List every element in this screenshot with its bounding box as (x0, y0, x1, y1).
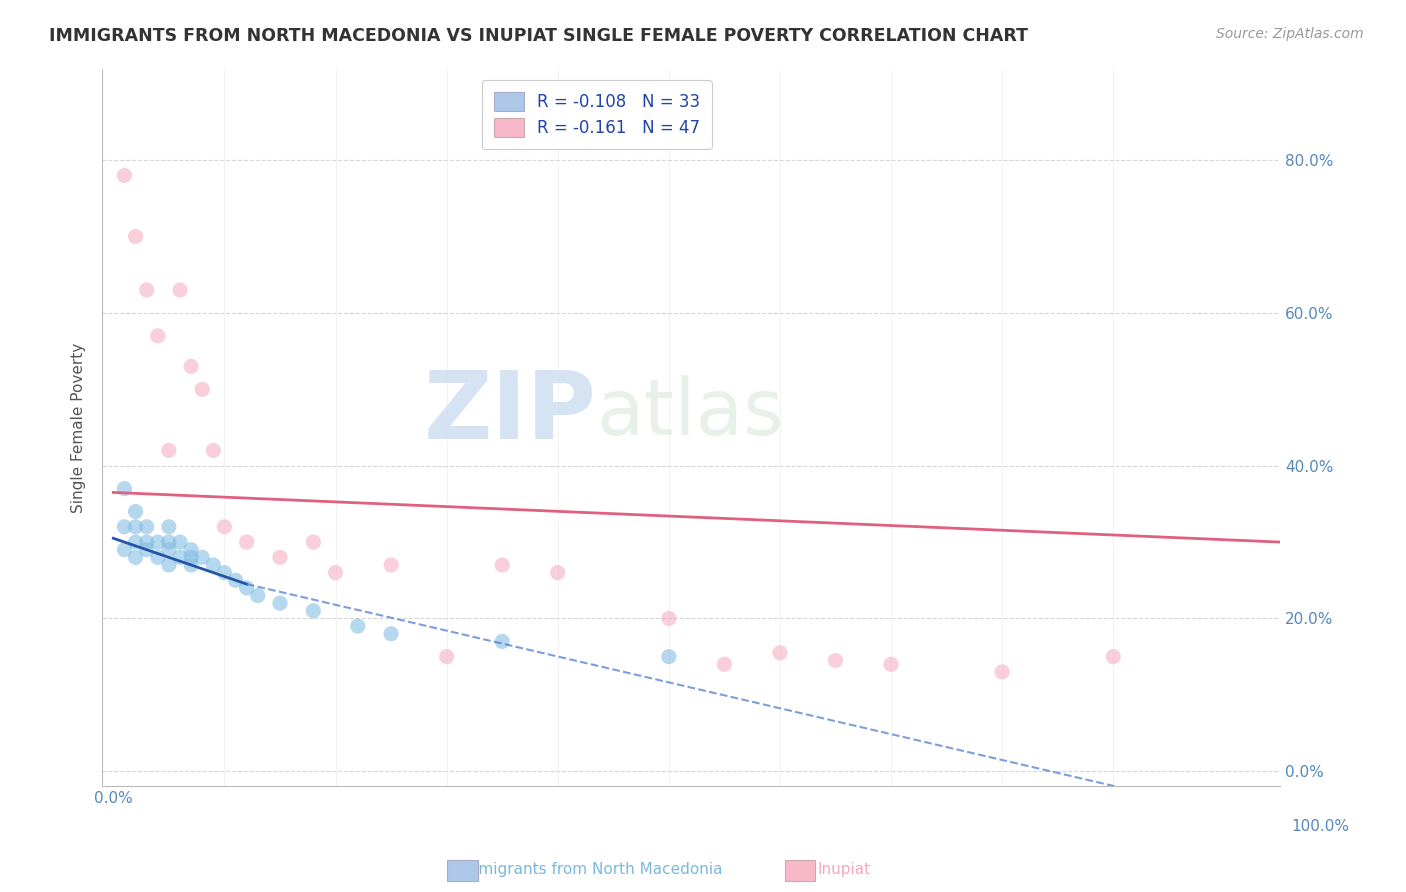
Point (302, 535, 325, 549)
Point (269, 550, 291, 565)
Point (157, 558, 180, 572)
Point (135, 520, 157, 534)
Point (235, 581, 257, 595)
Point (713, 657, 735, 672)
Point (991, 665, 1014, 679)
Point (114, 169, 136, 183)
Text: Inupiat: Inupiat (817, 863, 870, 877)
Point (214, 520, 236, 534)
Point (191, 382, 214, 396)
Point (202, 443, 225, 458)
Point (235, 535, 257, 549)
Legend: R = -0.108   N = 33, R = -0.161   N = 47: R = -0.108 N = 33, R = -0.161 N = 47 (482, 80, 711, 149)
Point (180, 558, 202, 572)
Point (124, 504, 146, 518)
Point (124, 229, 146, 244)
Text: Source: ZipAtlas.com: Source: ZipAtlas.com (1216, 27, 1364, 41)
Point (436, 649, 458, 664)
Point (157, 520, 180, 534)
Point (380, 558, 402, 572)
Point (169, 283, 191, 297)
Point (202, 558, 225, 572)
Point (157, 535, 180, 549)
Point (346, 619, 368, 633)
Point (1102, 649, 1125, 664)
Text: ZIP: ZIP (425, 368, 598, 459)
Point (824, 653, 846, 667)
Point (225, 574, 247, 588)
Point (491, 558, 513, 572)
Point (880, 657, 903, 672)
Point (180, 542, 202, 557)
Text: 100.0%: 100.0% (1292, 819, 1350, 834)
Point (135, 542, 157, 557)
Point (124, 535, 146, 549)
Point (146, 550, 169, 565)
Point (380, 626, 402, 640)
Point (269, 596, 291, 610)
Point (135, 283, 157, 297)
Point (180, 550, 202, 565)
Point (157, 443, 180, 458)
Point (135, 535, 157, 549)
Y-axis label: Single Female Poverty: Single Female Poverty (72, 343, 86, 513)
Point (246, 589, 269, 603)
Point (191, 550, 214, 565)
Text: Immigrants from North Macedonia: Immigrants from North Macedonia (458, 863, 723, 877)
Point (114, 482, 136, 496)
Point (146, 329, 169, 343)
Point (658, 649, 681, 664)
Point (146, 535, 169, 549)
Point (124, 550, 146, 565)
Point (214, 566, 236, 580)
Point (180, 359, 202, 374)
Point (491, 634, 513, 648)
Point (124, 520, 146, 534)
Point (169, 550, 191, 565)
Point (169, 535, 191, 549)
Point (302, 604, 325, 618)
Point (114, 520, 136, 534)
Point (114, 542, 136, 557)
Point (658, 611, 681, 625)
Point (547, 566, 569, 580)
Point (769, 646, 792, 660)
Text: atlas: atlas (598, 376, 785, 451)
Point (157, 542, 180, 557)
Point (325, 566, 347, 580)
Text: IMMIGRANTS FROM NORTH MACEDONIA VS INUPIAT SINGLE FEMALE POVERTY CORRELATION CHA: IMMIGRANTS FROM NORTH MACEDONIA VS INUPI… (49, 27, 1028, 45)
